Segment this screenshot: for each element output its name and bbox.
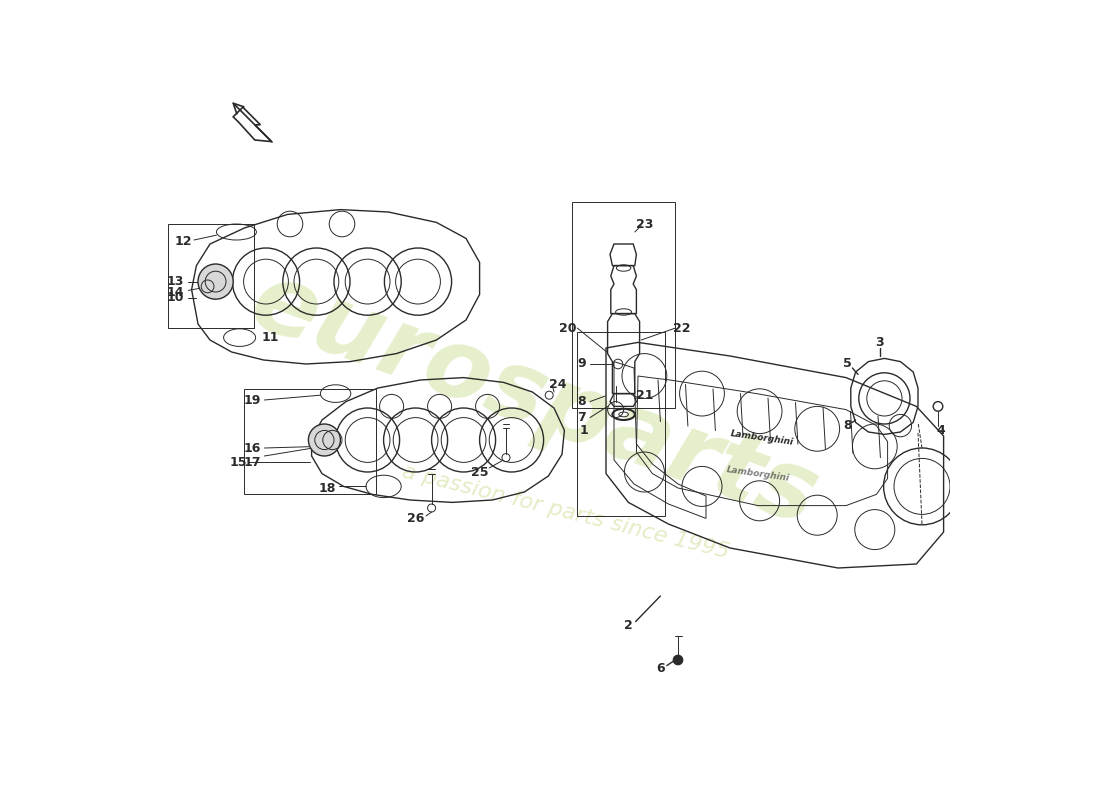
Text: 19: 19 xyxy=(244,394,261,406)
Text: 20: 20 xyxy=(559,322,576,334)
Text: Lamborghini: Lamborghini xyxy=(726,465,790,482)
Text: Lamborghini: Lamborghini xyxy=(729,430,794,447)
Text: 8: 8 xyxy=(578,395,586,408)
Text: 18: 18 xyxy=(319,482,337,494)
Text: 21: 21 xyxy=(636,389,653,402)
Text: 6: 6 xyxy=(656,662,664,674)
Text: 13: 13 xyxy=(167,275,185,288)
Circle shape xyxy=(673,655,683,665)
Text: 7: 7 xyxy=(578,411,586,424)
Text: 17: 17 xyxy=(244,456,261,469)
Text: 5: 5 xyxy=(844,358,852,370)
Text: 9: 9 xyxy=(578,358,586,370)
Circle shape xyxy=(308,424,340,456)
Circle shape xyxy=(198,264,233,299)
Text: 14: 14 xyxy=(167,286,185,298)
Text: 22: 22 xyxy=(673,322,691,334)
Bar xyxy=(578,332,666,516)
Bar xyxy=(572,202,674,408)
Text: 1: 1 xyxy=(580,424,588,437)
Text: 25: 25 xyxy=(471,466,488,478)
Text: 12: 12 xyxy=(175,235,192,248)
Text: 2: 2 xyxy=(624,619,632,632)
Text: eurosparts: eurosparts xyxy=(239,254,829,546)
Text: 3: 3 xyxy=(876,336,884,349)
Text: 11: 11 xyxy=(262,331,278,344)
Bar xyxy=(244,389,376,494)
Text: 23: 23 xyxy=(636,218,653,230)
Text: 15: 15 xyxy=(229,456,246,469)
Text: 10: 10 xyxy=(167,291,185,304)
Text: 24: 24 xyxy=(549,378,566,390)
Text: a passion for parts since 1995: a passion for parts since 1995 xyxy=(400,462,732,562)
Text: 16: 16 xyxy=(244,442,261,454)
Bar xyxy=(167,224,254,328)
Text: 4: 4 xyxy=(936,424,945,437)
Text: 26: 26 xyxy=(407,512,425,525)
Text: 8: 8 xyxy=(844,419,851,432)
